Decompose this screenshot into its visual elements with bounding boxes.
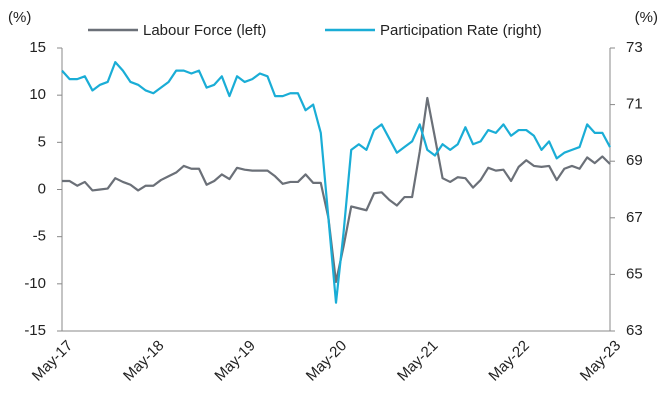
legend-label: Participation Rate (right) <box>380 22 542 39</box>
y-tick-label: -15 <box>24 322 46 339</box>
y2-tick-label: 69 <box>626 152 643 169</box>
x-tick-label: May-20 <box>303 337 350 384</box>
y-tick-label: 10 <box>29 86 46 103</box>
y2-tick-label: 67 <box>626 209 643 226</box>
y-axis-label: (%) <box>8 9 31 26</box>
y2-tick-label: 71 <box>626 96 643 113</box>
series-line <box>62 96 611 284</box>
y-tick-label: 0 <box>38 180 46 197</box>
y-tick-label: 15 <box>29 39 46 56</box>
x-tick-label: May-22 <box>485 337 532 384</box>
x-tick-label: May-17 <box>29 337 76 384</box>
y2-tick-label: 65 <box>626 265 643 282</box>
x-tick-label: May-21 <box>394 337 441 384</box>
x-tick-label: May-23 <box>577 337 624 384</box>
x-tick-label: May-18 <box>120 337 167 384</box>
y2-axis-label: (%) <box>635 9 658 26</box>
legend-label: Labour Force (left) <box>143 22 266 39</box>
y-tick-label: 5 <box>38 133 46 150</box>
series-line <box>61 61 611 304</box>
y-tick-label: -10 <box>24 275 46 292</box>
y-tick-label: -5 <box>33 228 46 245</box>
y2-tick-label: 63 <box>626 322 643 339</box>
y2-tick-label: 73 <box>626 39 643 56</box>
x-tick-label: May-19 <box>211 337 258 384</box>
